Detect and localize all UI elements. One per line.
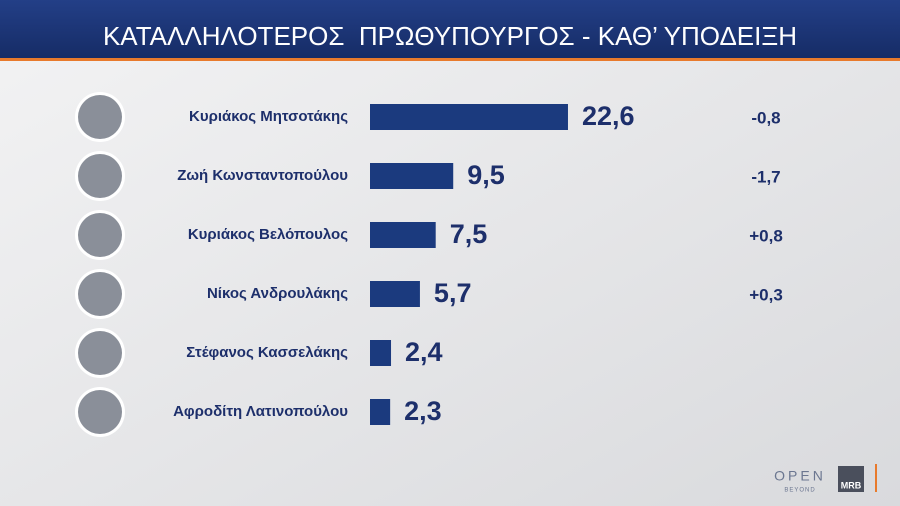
logo-tagline: BEYOND xyxy=(784,488,815,494)
avatar-photo xyxy=(78,272,122,316)
category-label: Αφροδίτη Λατινοπούλου xyxy=(173,403,348,420)
change-label: +0,3 xyxy=(749,285,783,304)
value-label: 2,3 xyxy=(404,396,442,426)
change-label: +0,8 xyxy=(749,226,783,245)
pollster-logo-box xyxy=(838,466,864,492)
change-label: -1,7 xyxy=(751,167,780,186)
category-label: Ζωή Κωνσταντοπούλου xyxy=(177,167,348,184)
bar xyxy=(370,340,392,366)
pollster-logo: MRB xyxy=(841,480,862,490)
bar xyxy=(370,163,454,189)
value-label: 7,5 xyxy=(450,219,488,249)
bar xyxy=(370,399,391,425)
value-label: 2,4 xyxy=(405,337,443,367)
logo: OPEN xyxy=(774,468,826,484)
avatar-photo xyxy=(78,331,122,375)
avatar-photo xyxy=(78,390,122,434)
category-label: Νίκος Ανδρουλάκης xyxy=(207,285,348,302)
change-label: -0,8 xyxy=(751,108,780,127)
category-label: Κυριάκος Βελόπουλος xyxy=(188,226,348,243)
header xyxy=(0,0,900,58)
header-accent xyxy=(0,58,900,61)
value-label: 22,6 xyxy=(582,101,635,131)
bar xyxy=(370,281,420,307)
logo-divider xyxy=(875,464,877,492)
avatar-photo xyxy=(78,95,122,139)
bar xyxy=(370,104,568,130)
value-label: 5,7 xyxy=(434,278,472,308)
category-label: Στέφανος Κασσελάκης xyxy=(186,344,348,361)
value-label: 9,5 xyxy=(467,160,505,190)
bar xyxy=(370,222,436,248)
avatar-photo xyxy=(78,154,122,198)
category-label: Κυριάκος Μητσοτάκης xyxy=(189,108,348,125)
chart-title: ΚΑΤΑΛΛΗΛΟΤΕΡΟΣ ΠΡΩΘΥΠΟΥΡΓΟΣ - ΚΑΘ’ ΥΠΟΔΕ… xyxy=(103,21,797,51)
avatar-photo xyxy=(78,213,122,257)
